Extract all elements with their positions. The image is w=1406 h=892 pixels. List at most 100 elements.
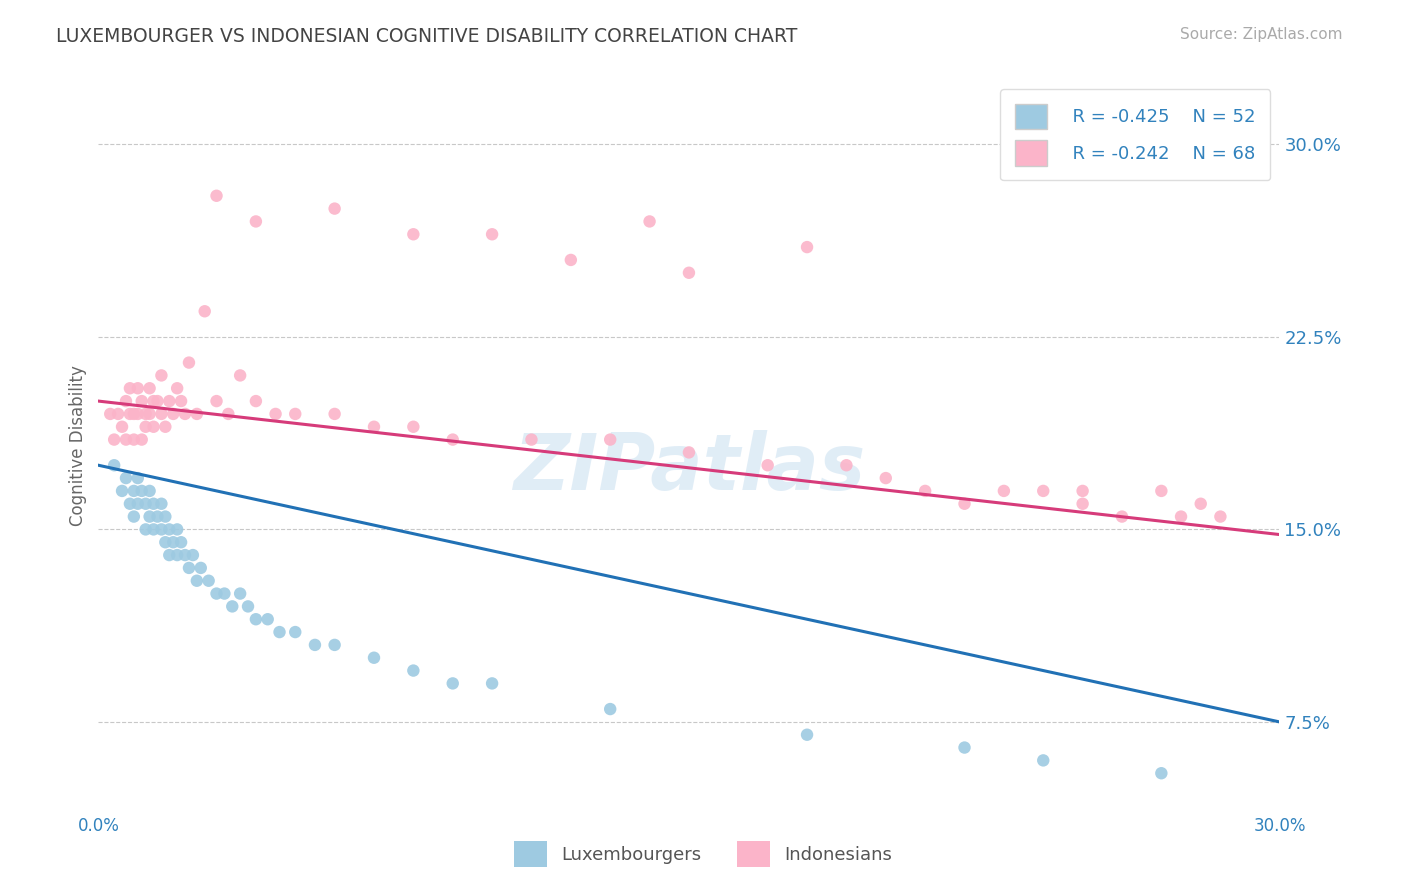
Point	[284, 625, 307, 640]
Point	[150, 368, 173, 383]
Point	[131, 394, 153, 409]
Point	[304, 638, 326, 652]
Point	[1189, 497, 1212, 511]
Point	[150, 523, 173, 537]
Point	[135, 407, 157, 421]
Point	[135, 523, 157, 537]
Point	[402, 227, 425, 242]
Point	[245, 394, 267, 409]
Point	[166, 523, 188, 537]
Point	[181, 548, 204, 562]
Point	[269, 625, 291, 640]
Text: LUXEMBOURGER VS INDONESIAN COGNITIVE DISABILITY CORRELATION CHART: LUXEMBOURGER VS INDONESIAN COGNITIVE DIS…	[56, 27, 797, 45]
Point	[1032, 483, 1054, 498]
Point	[1071, 483, 1094, 498]
Point	[103, 458, 125, 473]
Point	[146, 394, 169, 409]
Point	[1032, 753, 1054, 767]
Point	[363, 419, 385, 434]
Point	[264, 407, 287, 421]
Point	[135, 419, 157, 434]
Point	[402, 664, 425, 678]
Point	[953, 740, 976, 755]
Point	[560, 252, 582, 267]
Point	[155, 419, 177, 434]
Point	[245, 612, 267, 626]
Point	[1150, 483, 1173, 498]
Point	[1150, 766, 1173, 780]
Point	[118, 407, 141, 421]
Point	[177, 355, 200, 369]
Point	[131, 433, 153, 447]
Point	[993, 483, 1015, 498]
Point	[131, 483, 153, 498]
Point	[111, 419, 134, 434]
Point	[122, 483, 145, 498]
Point	[111, 483, 134, 498]
Legend:   R = -0.425    N = 52,   R = -0.242    N = 68: R = -0.425 N = 52, R = -0.242 N = 68	[1000, 89, 1271, 180]
Point	[678, 445, 700, 459]
Point	[363, 650, 385, 665]
Point	[157, 548, 180, 562]
Point	[174, 548, 197, 562]
Point	[174, 407, 197, 421]
Point	[205, 586, 228, 600]
Point	[150, 407, 173, 421]
Point	[162, 407, 184, 421]
Text: ZIPatlas: ZIPatlas	[513, 430, 865, 506]
Point	[1170, 509, 1192, 524]
Point	[146, 509, 169, 524]
Point	[138, 509, 160, 524]
Point	[150, 497, 173, 511]
Legend: Luxembourgers, Indonesians: Luxembourgers, Indonesians	[506, 834, 900, 874]
Point	[122, 407, 145, 421]
Point	[103, 433, 125, 447]
Point	[481, 227, 503, 242]
Point	[953, 497, 976, 511]
Point	[190, 561, 212, 575]
Point	[138, 381, 160, 395]
Point	[122, 509, 145, 524]
Point	[205, 394, 228, 409]
Point	[166, 548, 188, 562]
Point	[256, 612, 278, 626]
Point	[157, 523, 180, 537]
Point	[142, 419, 165, 434]
Point	[796, 728, 818, 742]
Point	[323, 407, 346, 421]
Point	[229, 368, 252, 383]
Point	[186, 407, 208, 421]
Point	[127, 497, 149, 511]
Point	[177, 561, 200, 575]
Point	[122, 433, 145, 447]
Point	[138, 407, 160, 421]
Point	[520, 433, 543, 447]
Point	[441, 676, 464, 690]
Point	[284, 407, 307, 421]
Point	[217, 407, 239, 421]
Text: Source: ZipAtlas.com: Source: ZipAtlas.com	[1180, 27, 1343, 42]
Point	[142, 394, 165, 409]
Point	[98, 407, 121, 421]
Point	[166, 381, 188, 395]
Point	[170, 535, 193, 549]
Point	[599, 433, 621, 447]
Point	[135, 497, 157, 511]
Point	[155, 509, 177, 524]
Point	[197, 574, 219, 588]
Point	[1071, 497, 1094, 511]
Point	[323, 638, 346, 652]
Point	[914, 483, 936, 498]
Point	[115, 433, 138, 447]
Point	[127, 407, 149, 421]
Point	[835, 458, 858, 473]
Point	[1111, 509, 1133, 524]
Point	[127, 471, 149, 485]
Point	[194, 304, 217, 318]
Point	[221, 599, 243, 614]
Point	[678, 266, 700, 280]
Point	[127, 381, 149, 395]
Point	[481, 676, 503, 690]
Point	[638, 214, 661, 228]
Point	[402, 419, 425, 434]
